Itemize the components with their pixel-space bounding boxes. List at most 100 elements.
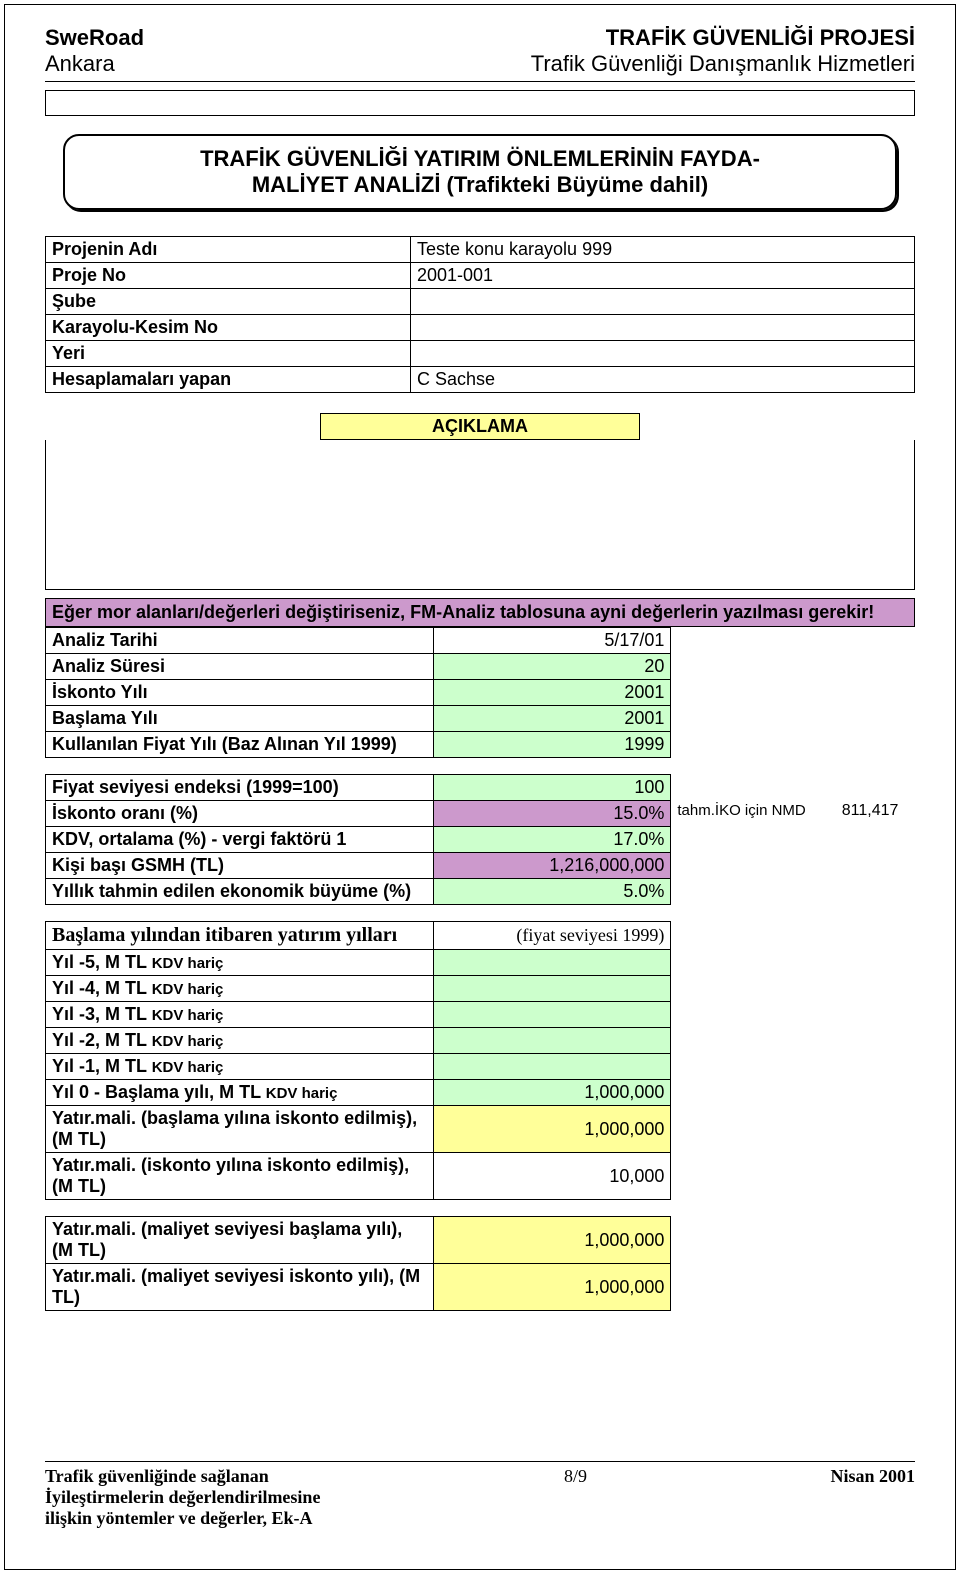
project-sub: Trafik Güvenliği Danışmanlık Hizmetleri xyxy=(531,51,915,77)
invest-value xyxy=(433,1054,671,1080)
org-city: Ankara xyxy=(45,51,144,77)
proj-row: Şube xyxy=(46,289,915,315)
side-note: tahm.İKO için NMD xyxy=(677,774,805,819)
investment-table: Başlama yılından itibaren yatırım yıllar… xyxy=(45,921,671,1200)
proj-row: Proje No2001-001 xyxy=(46,263,915,289)
analysis-row: Analiz Süresi20 xyxy=(46,654,671,680)
price-label: KDV, ortalama (%) - vergi faktörü 1 xyxy=(46,827,434,853)
cost-level-table: Yatır.mali. (maliyet seviyesi başlama yı… xyxy=(45,1216,671,1311)
proj-label: Karayolu-Kesim No xyxy=(46,315,411,341)
proj-row: Projenin AdıTeste konu karayolu 999 xyxy=(46,237,915,263)
footer-l1: Trafik güvenliğinde sağlanan xyxy=(45,1466,269,1486)
side-val: 811,417 xyxy=(812,774,899,820)
price-value: 100 xyxy=(433,775,671,801)
proj-value: C Sachse xyxy=(410,367,914,393)
invest-row: Yıl -2, M TL KDV hariç xyxy=(46,1028,671,1054)
inv-head-right: (fiyat seviyesi 1999) xyxy=(433,922,671,950)
analysis-label: Analiz Tarihi xyxy=(46,628,434,654)
footer-right: Nisan 2001 xyxy=(830,1466,915,1486)
invest-value xyxy=(433,950,671,976)
proj-value xyxy=(410,315,914,341)
proj-label: Hesaplamaları yapan xyxy=(46,367,411,393)
invest-row: Yatır.mali. (iskonto yılına iskonto edil… xyxy=(46,1153,671,1200)
price-row: Yıllık tahmin edilen ekonomik büyüme (%)… xyxy=(46,879,671,905)
project-title: TRAFİK GÜVENLİĞİ PROJESİ xyxy=(531,25,915,51)
purple-note: Eğer mor alanları/değerleri değiştirisen… xyxy=(45,598,915,627)
title-line1: TRAFİK GÜVENLİĞİ YATIRIM ÖNLEMLERİNİN FA… xyxy=(85,146,875,172)
cost-row: Yatır.mali. (maliyet seviyesi iskonto yı… xyxy=(46,1264,671,1311)
price-label: Yıllık tahmin edilen ekonomik büyüme (%) xyxy=(46,879,434,905)
cost-value: 1,000,000 xyxy=(433,1217,671,1264)
proj-label: Yeri xyxy=(46,341,411,367)
invest-label: Yıl -1, M TL KDV hariç xyxy=(46,1054,434,1080)
invest-row: Yıl -3, M TL KDV hariç xyxy=(46,1002,671,1028)
price-value: 5.0% xyxy=(433,879,671,905)
price-label: Fiyat seviyesi endeksi (1999=100) xyxy=(46,775,434,801)
analysis-label: İskonto Yılı xyxy=(46,680,434,706)
page-header: SweRoad Ankara TRAFİK GÜVENLİĞİ PROJESİ … xyxy=(45,25,915,77)
price-row: Kişi başı GSMH (TL)1,216,000,000 xyxy=(46,853,671,879)
price-label: İskonto oranı (%) xyxy=(46,801,434,827)
aciklama-box xyxy=(45,440,915,590)
analysis-row: Başlama Yılı2001 xyxy=(46,706,671,732)
investment-header-row: Başlama yılından itibaren yatırım yıllar… xyxy=(46,922,671,950)
price-row: KDV, ortalama (%) - vergi faktörü 117.0% xyxy=(46,827,671,853)
org-name: SweRoad xyxy=(45,25,144,51)
cost-label: Yatır.mali. (maliyet seviyesi başlama yı… xyxy=(46,1217,434,1264)
proj-row: Karayolu-Kesim No xyxy=(46,315,915,341)
blank-box xyxy=(45,90,915,116)
price-label: Kişi başı GSMH (TL) xyxy=(46,853,434,879)
header-left: SweRoad Ankara xyxy=(45,25,144,77)
analysis-value: 2001 xyxy=(433,680,671,706)
proj-label: Projenin Adı xyxy=(46,237,411,263)
footer-left: Trafik güvenliğinde sağlanan İyileştirme… xyxy=(45,1466,320,1529)
price-row: Fiyat seviyesi endeksi (1999=100)100 xyxy=(46,775,671,801)
proj-row: Hesaplamaları yapanC Sachse xyxy=(46,367,915,393)
footer-l2: İyileştirmelerin değerlendirilmesine xyxy=(45,1487,320,1507)
proj-value: Teste konu karayolu 999 xyxy=(410,237,914,263)
cost-value: 1,000,000 xyxy=(433,1264,671,1311)
invest-value: 10,000 xyxy=(433,1153,671,1200)
proj-row: Yeri xyxy=(46,341,915,367)
analysis-table: Analiz Tarihi5/17/01Analiz Süresi20İskon… xyxy=(45,627,671,758)
proj-value xyxy=(410,341,914,367)
proj-value: 2001-001 xyxy=(410,263,914,289)
analysis-value: 20 xyxy=(433,654,671,680)
invest-label: Yıl -4, M TL KDV hariç xyxy=(46,976,434,1002)
header-right: TRAFİK GÜVENLİĞİ PROJESİ Trafik Güvenliğ… xyxy=(531,25,915,77)
invest-label: Yıl -3, M TL KDV hariç xyxy=(46,1002,434,1028)
header-rule xyxy=(45,81,915,82)
price-table: Fiyat seviyesi endeksi (1999=100)100İsko… xyxy=(45,774,671,905)
price-value: 15.0% xyxy=(433,801,671,827)
invest-value xyxy=(433,1002,671,1028)
invest-row: Yıl -4, M TL KDV hariç xyxy=(46,976,671,1002)
analysis-row: Kullanılan Fiyat Yılı (Baz Alınan Yıl 19… xyxy=(46,732,671,758)
analysis-value: 2001 xyxy=(433,706,671,732)
proj-label: Şube xyxy=(46,289,411,315)
title-box: TRAFİK GÜVENLİĞİ YATIRIM ÖNLEMLERİNİN FA… xyxy=(63,134,897,210)
footer-center: 8/9 xyxy=(564,1466,587,1529)
invest-label: Yatır.mali. (iskonto yılına iskonto edil… xyxy=(46,1153,434,1200)
cost-row: Yatır.mali. (maliyet seviyesi başlama yı… xyxy=(46,1217,671,1264)
title-line2: MALİYET ANALİZİ (Trafikteki Büyüme dahil… xyxy=(85,172,875,198)
proj-label: Proje No xyxy=(46,263,411,289)
cost-label: Yatır.mali. (maliyet seviyesi iskonto yı… xyxy=(46,1264,434,1311)
analysis-value: 5/17/01 xyxy=(433,628,671,654)
price-row: İskonto oranı (%)15.0% xyxy=(46,801,671,827)
invest-label: Yıl -5, M TL KDV hariç xyxy=(46,950,434,976)
project-info-table: Projenin AdıTeste konu karayolu 999Proje… xyxy=(45,236,915,393)
invest-label: Yıl -2, M TL KDV hariç xyxy=(46,1028,434,1054)
analysis-row: Analiz Tarihi5/17/01 xyxy=(46,628,671,654)
invest-row: Yatır.mali. (başlama yılına iskonto edil… xyxy=(46,1106,671,1153)
price-value: 1,216,000,000 xyxy=(433,853,671,879)
aciklama-header: AÇIKLAMA xyxy=(320,413,640,440)
proj-value xyxy=(410,289,914,315)
analysis-label: Başlama Yılı xyxy=(46,706,434,732)
invest-label: Yatır.mali. (başlama yılına iskonto edil… xyxy=(46,1106,434,1153)
analysis-row: İskonto Yılı2001 xyxy=(46,680,671,706)
inv-head-left: Başlama yılından itibaren yatırım yıllar… xyxy=(46,922,434,950)
invest-value: 1,000,000 xyxy=(433,1080,671,1106)
invest-row: Yıl 0 - Başlama yılı, M TL KDV hariç1,00… xyxy=(46,1080,671,1106)
invest-row: Yıl -1, M TL KDV hariç xyxy=(46,1054,671,1080)
page-footer: Trafik güvenliğinde sağlanan İyileştirme… xyxy=(45,1461,915,1529)
